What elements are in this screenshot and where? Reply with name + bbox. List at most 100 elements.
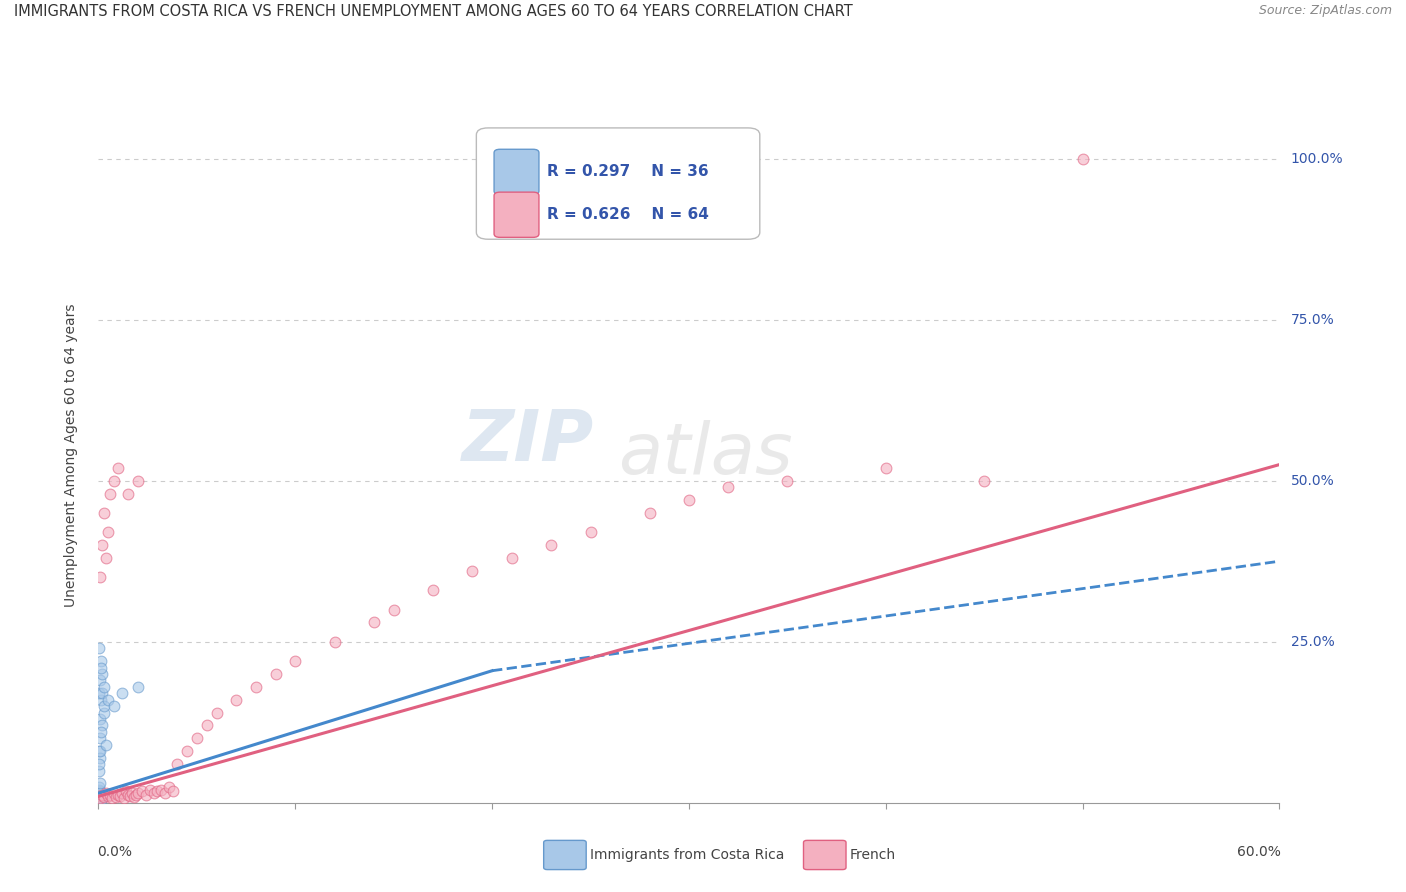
Point (93, 506, 115, 520)
Point (89, 686, 111, 700)
Point (98, 788, 121, 802)
Point (89, 783, 111, 797)
Point (127, 474, 149, 488)
Point (138, 783, 160, 797)
Point (89, 780, 111, 794)
Point (111, 686, 134, 700)
FancyBboxPatch shape (803, 840, 846, 870)
Point (264, 667, 287, 681)
Point (90, 789, 112, 804)
Point (422, 583, 444, 598)
Point (96, 738, 118, 752)
Text: 0.0%: 0.0% (97, 845, 132, 858)
Point (89, 789, 111, 804)
Point (142, 786, 165, 800)
Point (176, 744, 198, 758)
Point (1071, 152, 1094, 166)
Point (205, 706, 228, 720)
Point (93, 699, 115, 714)
Point (131, 784, 153, 798)
Point (225, 692, 247, 706)
Text: ZIP: ZIP (463, 407, 595, 475)
Point (89, 789, 111, 804)
Point (157, 780, 180, 794)
Point (103, 474, 125, 488)
Point (89, 786, 111, 800)
Point (91, 667, 114, 681)
Text: IMMIGRANTS FROM COSTA RICA VS FRENCH UNEMPLOYMENT AMONG AGES 60 TO 64 YEARS CORR: IMMIGRANTS FROM COSTA RICA VS FRENCH UNE… (14, 4, 853, 20)
Point (284, 654, 307, 668)
Point (89, 764, 111, 778)
Point (101, 790, 124, 805)
Y-axis label: Unemployment Among Ages 60 to 64 years: Unemployment Among Ages 60 to 64 years (63, 303, 77, 607)
Point (638, 506, 661, 520)
FancyBboxPatch shape (544, 840, 586, 870)
Point (89, 757, 111, 772)
Point (90, 792, 112, 806)
Point (93, 706, 115, 720)
Point (89, 750, 111, 764)
Point (103, 786, 125, 800)
Point (90, 725, 112, 739)
Text: R = 0.626    N = 64: R = 0.626 N = 64 (547, 207, 709, 222)
Point (195, 718, 218, 732)
Point (127, 680, 149, 694)
Point (89, 570, 111, 584)
Point (90, 660, 112, 674)
Point (97, 789, 120, 804)
Point (875, 460, 897, 475)
Point (363, 615, 385, 630)
Point (89, 786, 111, 800)
Text: 50.0%: 50.0% (1291, 474, 1334, 488)
Point (97, 692, 120, 706)
Point (776, 474, 799, 488)
Text: French: French (849, 848, 896, 862)
Point (323, 634, 346, 648)
Point (96, 786, 118, 800)
Point (93, 680, 115, 694)
Point (973, 474, 995, 488)
Point (91, 686, 114, 700)
Point (90, 654, 112, 668)
Point (579, 525, 602, 540)
Point (118, 789, 141, 804)
Point (96, 551, 118, 566)
Point (162, 784, 184, 798)
Point (91, 789, 114, 804)
Point (105, 790, 128, 805)
FancyBboxPatch shape (477, 128, 759, 239)
Text: Immigrants from Costa Rica: Immigrants from Costa Rica (589, 848, 785, 862)
Point (89, 731, 111, 746)
Point (135, 788, 157, 802)
Point (107, 460, 129, 475)
Point (112, 790, 135, 805)
Point (89, 641, 111, 656)
Point (97, 525, 120, 540)
FancyBboxPatch shape (494, 149, 538, 194)
Text: 75.0%: 75.0% (1291, 312, 1334, 326)
Point (91, 788, 114, 802)
Point (155, 786, 177, 800)
Point (125, 788, 148, 802)
FancyBboxPatch shape (494, 192, 538, 237)
Point (117, 486, 139, 500)
Point (89, 744, 111, 758)
Text: R = 0.297    N = 36: R = 0.297 N = 36 (547, 164, 709, 179)
Text: atlas: atlas (619, 420, 793, 490)
Point (90, 692, 112, 706)
Point (93, 790, 115, 805)
Point (91, 718, 114, 732)
Point (501, 551, 523, 566)
Text: 100.0%: 100.0% (1291, 152, 1343, 166)
Point (540, 538, 562, 552)
Point (89, 776, 111, 790)
Point (122, 790, 145, 805)
Text: 25.0%: 25.0% (1291, 635, 1334, 648)
Point (111, 786, 134, 800)
Point (461, 564, 484, 578)
Point (186, 731, 208, 746)
Point (89, 784, 111, 798)
Point (678, 493, 700, 508)
Point (89, 790, 111, 805)
Point (107, 788, 129, 802)
